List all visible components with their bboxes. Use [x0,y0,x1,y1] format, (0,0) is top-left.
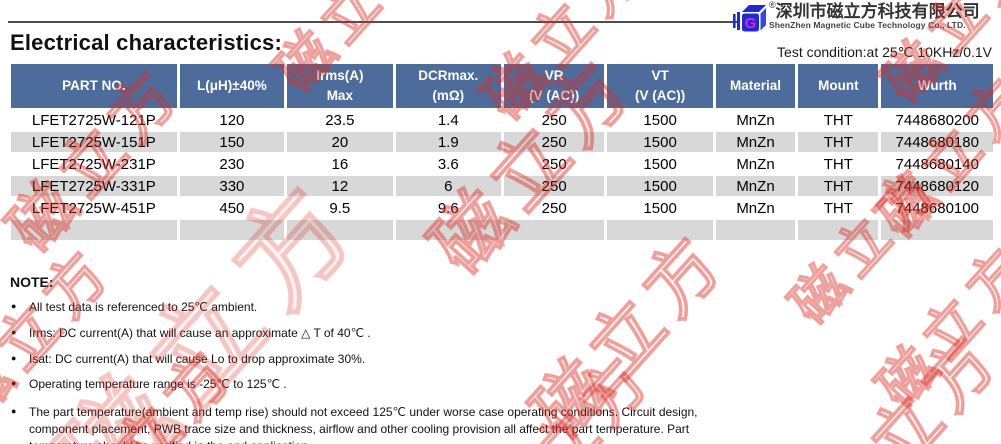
note-item: Irms: DC current(A) that will cause an a… [10,325,770,342]
table-cell: 9.6 [395,198,501,218]
table-cell: THT [798,198,879,218]
table-cell: LFET2725W-121P [11,110,177,130]
table-cell: 1500 [607,198,713,218]
table-row: LFET2725W-151P 150 20 1.9 250 1500 MnZn … [11,132,993,152]
table-cell [503,220,605,240]
table-cell [798,220,879,240]
table-cell: 230 [179,154,285,174]
col-irms: Irms(A) Max [287,64,393,108]
table-row-empty [11,220,993,240]
registered-mark: ® [769,0,776,10]
test-condition: Test condition:at 25℃ 10KHz/0.1V [777,44,992,60]
table-cell: 250 [503,198,605,218]
table-cell [287,220,393,240]
table-cell: 120 [179,110,285,130]
table-cell: MnZn [715,154,796,174]
table-cell: MnZn [715,110,796,130]
table-cell: 20 [287,132,393,152]
table-cell: 7448680200 [881,110,993,130]
watermark: 磁立方 [803,315,1001,444]
col-mount: Mount [798,64,879,108]
table-row: LFET2725W-331P 330 12 6 250 1500 MnZn TH… [11,176,993,196]
table-cell: 7448680120 [881,176,993,196]
col-inductance: L(μH)±40% [179,64,285,108]
table-cell: 23.5 [287,110,393,130]
table-cell: 450 [179,198,285,218]
table-cell: LFET2725W-151P [11,132,177,152]
table-row: LFET2725W-451P 450 9.5 9.6 250 1500 MnZn… [11,198,993,218]
table-cell: THT [798,176,879,196]
table-cell: 1500 [607,154,713,174]
table-cell: MnZn [715,132,796,152]
note-item: All test data is referenced to 25℃ ambie… [10,299,770,316]
notes-list: All test data is referenced to 25℃ ambie… [10,299,770,444]
table-cell: THT [798,154,879,174]
col-material: Material [715,64,796,108]
table-cell: LFET2725W-331P [11,176,177,196]
table-cell: 16 [287,154,393,174]
watermark: 磁立方 [865,229,1001,420]
notes-heading: NOTE: [10,274,54,290]
top-rule [8,21,737,23]
company-name-block: ®深圳市磁立方科技有限公司 ShenZhen Magnetic Cube Tec… [769,0,980,30]
table-cell: LFET2725W-231P [11,154,177,174]
table-cell: 1.4 [395,110,501,130]
table-cell: THT [798,110,879,130]
table-cell: 1.9 [395,132,501,152]
table-cell: 1500 [607,132,713,152]
table-cell: 3.6 [395,154,501,174]
table-cell [881,220,993,240]
table-row: LFET2725W-121P 120 23.5 1.4 250 1500 MnZ… [11,110,993,130]
table-cell: 250 [503,176,605,196]
table-cell: 330 [179,176,285,196]
table-cell: 6 [395,176,501,196]
table-cell: 7448680100 [881,198,993,218]
table-cell: MnZn [715,198,796,218]
table-cell [715,220,796,240]
col-vt: VT (V (AC)) [607,64,713,108]
table-cell: 12 [287,176,393,196]
table-cell: 1500 [607,110,713,130]
table-row: LFET2725W-231P 230 16 3.6 250 1500 MnZn … [11,154,993,174]
table-header-row: PART NO. L(μH)±40% Irms(A) Max DCRmax. (mΩ… [11,64,993,108]
col-part-no: PART NO. [11,64,177,108]
table-cell: 150 [179,132,285,152]
col-wurth: Wurth [881,64,993,108]
company-name-en: ShenZhen Magnetic Cube Technology Co., L… [769,19,966,30]
table-cell: 250 [503,110,605,130]
table-cell [607,220,713,240]
col-vr: VR (V (AC)) [503,64,605,108]
svg-text:G: G [745,15,757,32]
company-logo-icon: G [733,5,766,32]
table-cell: LFET2725W-451P [11,198,177,218]
notes-section: NOTE: All test data is referenced to 25℃… [10,274,770,444]
table-cell: 1500 [607,176,713,196]
table-cell: 7448680180 [881,132,993,152]
table-cell: MnZn [715,176,796,196]
company-brand: G ®深圳市磁立方科技有限公司 ShenZhen Magnetic Cube T… [733,0,980,39]
table-cell: 9.5 [287,198,393,218]
electrical-table: PART NO. L(μH)±40% Irms(A) Max DCRmax. (mΩ… [8,62,996,242]
table-cell [11,220,177,240]
table-cell: 250 [503,154,605,174]
page-title: Electrical characteristics: [10,30,282,55]
table-cell [179,220,285,240]
table-cell: 250 [503,132,605,152]
note-item: Operating temperature range is -25℃ to 1… [10,376,770,393]
company-name-cn: ®深圳市磁立方科技有限公司 [769,0,980,21]
table-cell [395,220,501,240]
col-dcr: DCRmax. (mΩ) [395,64,501,108]
table-cell: THT [798,132,879,152]
note-item: Isat: DC current(A) that will cause Lo t… [10,351,770,368]
table-cell: 7448680140 [881,154,993,174]
note-item: The part temperature(ambient and temp ri… [10,404,735,444]
